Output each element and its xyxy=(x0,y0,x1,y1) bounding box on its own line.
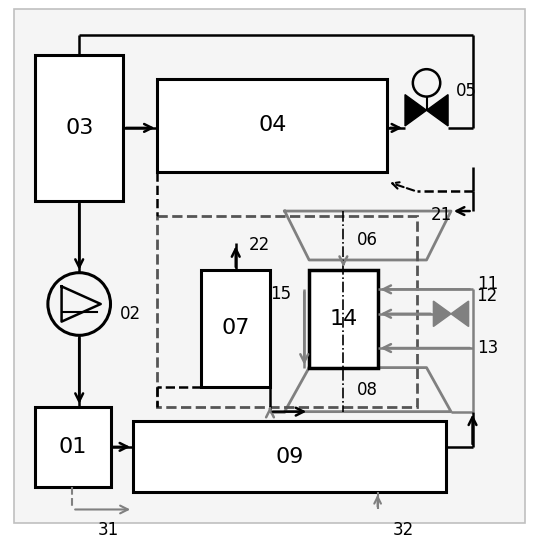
Bar xyxy=(35,55,123,201)
Text: 03: 03 xyxy=(65,118,93,138)
Bar xyxy=(157,79,388,172)
Polygon shape xyxy=(405,95,426,126)
Polygon shape xyxy=(426,95,448,126)
Text: 11: 11 xyxy=(478,275,499,293)
Bar xyxy=(133,422,446,492)
Text: 02: 02 xyxy=(120,305,141,323)
Text: 12: 12 xyxy=(476,287,497,305)
Text: 14: 14 xyxy=(329,309,357,328)
Polygon shape xyxy=(451,301,468,326)
Text: 32: 32 xyxy=(392,521,413,539)
Bar xyxy=(202,270,270,387)
Text: 08: 08 xyxy=(357,381,378,399)
Text: 15: 15 xyxy=(271,285,292,303)
Text: 09: 09 xyxy=(275,447,304,467)
Text: 13: 13 xyxy=(478,339,499,357)
Bar xyxy=(157,216,417,406)
Text: 05: 05 xyxy=(456,82,477,100)
Text: 06: 06 xyxy=(357,231,378,249)
Text: 31: 31 xyxy=(98,521,119,539)
Text: 22: 22 xyxy=(248,236,270,254)
Bar xyxy=(309,270,378,367)
Text: 21: 21 xyxy=(431,206,452,224)
Text: 07: 07 xyxy=(222,319,250,338)
Text: 04: 04 xyxy=(258,115,287,136)
Polygon shape xyxy=(433,301,451,326)
Bar xyxy=(35,406,110,487)
Text: 01: 01 xyxy=(59,437,87,457)
